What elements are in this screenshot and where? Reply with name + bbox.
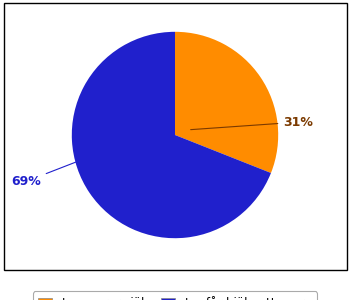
Wedge shape	[72, 32, 271, 238]
Wedge shape	[175, 32, 278, 173]
Text: 69%: 69%	[11, 157, 90, 188]
Legend: Jag svarar själv, Jag får hjälp att svara: Jag svarar själv, Jag får hjälp att svar…	[33, 291, 317, 300]
Text: 31%: 31%	[191, 116, 313, 130]
